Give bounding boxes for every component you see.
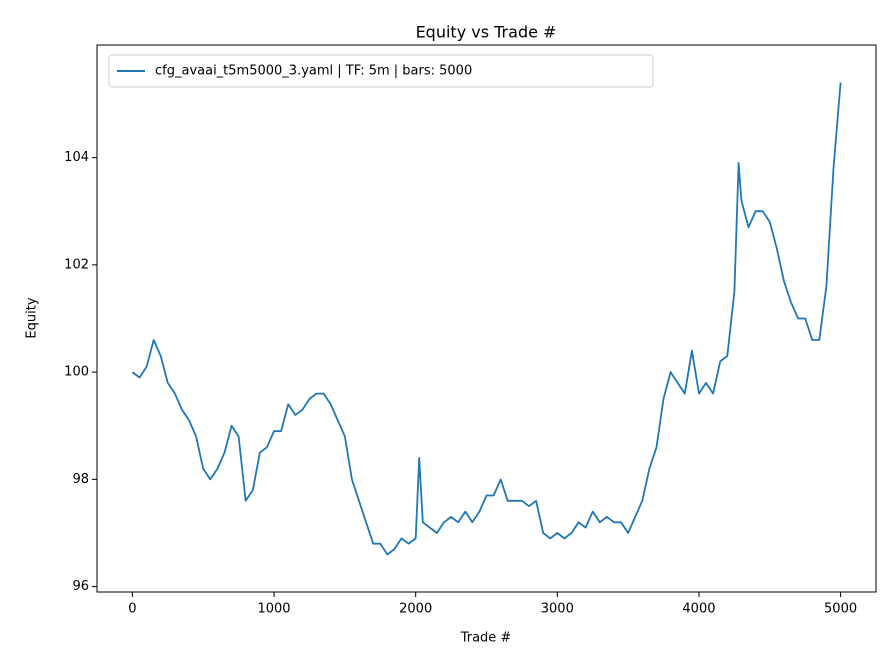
x-tick-label: 2000: [399, 602, 432, 617]
y-tick-label: 104: [64, 150, 89, 165]
y-axis-label: Equity: [25, 297, 40, 338]
plot-frame: [96, 44, 877, 593]
x-tick-label: 4000: [682, 602, 715, 617]
y-tick-label: 100: [64, 365, 89, 380]
x-tick-label: 1000: [257, 602, 290, 617]
x-tick-label: 3000: [541, 602, 574, 617]
y-tick-label: 102: [64, 257, 89, 272]
legend-box: [108, 54, 654, 88]
x-axis-label: Trade #: [460, 631, 512, 646]
chart-title: Equity vs Trade #: [416, 23, 557, 42]
y-tick-label: 96: [72, 579, 89, 594]
legend-label: cfg_avaai_t5m5000_3.yaml | TF: 5m | bars…: [155, 64, 472, 79]
line: [131, 82, 842, 556]
x-tick-label: 5000: [824, 602, 857, 617]
y-tick-label: 98: [72, 472, 89, 487]
x-tick-label: 0: [128, 602, 136, 617]
